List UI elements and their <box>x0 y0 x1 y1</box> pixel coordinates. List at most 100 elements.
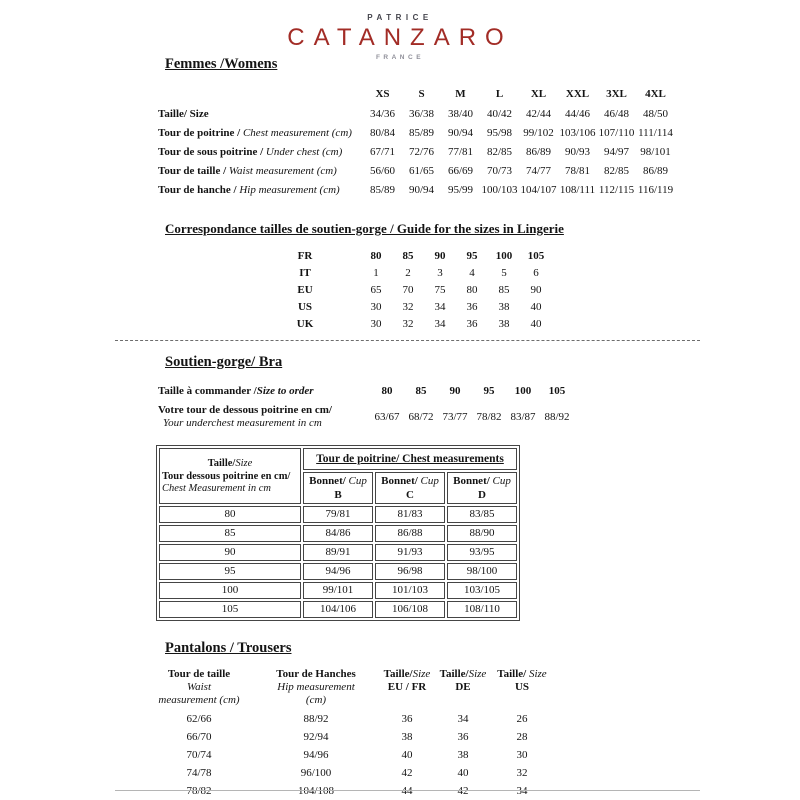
measurement-value: 100/103 <box>481 184 518 196</box>
trousers-size-table: Tour de taille Waist measurement (cm) Tour… <box>143 668 555 800</box>
bra-grid-data-row: 90 89/91 91/93 93/95 <box>159 544 517 561</box>
measurement-value: 107/110 <box>598 127 635 139</box>
measurement-value: 90/94 <box>447 127 474 139</box>
cup-measurement-value: 101/103 <box>375 582 445 599</box>
cup-measurement-value: 89/91 <box>303 544 373 561</box>
bra-underchest-value: 73/77 <box>442 411 468 423</box>
measurement-label: Tour de sous poitrine / Under chest (cm) <box>158 143 363 162</box>
bra-underchest-value: 83/87 <box>510 411 536 423</box>
measurement-label-en: Chest measurement (cm) <box>242 127 352 139</box>
bra-grid-cup-row: Bonnet/ Cup B Bonnet/ Cup C Bonnet/ Cup D <box>159 472 517 504</box>
bra-cup-table: Taille/Size Tour dessous poitrine en cm/… <box>156 445 520 621</box>
bra-underchest-label-en: Your underchest measurement in cm <box>163 417 322 429</box>
measurement-value: 98/101 <box>640 146 671 158</box>
womens-section-heading: Femmes /Womens <box>165 56 278 72</box>
trousers-size-value: 34 <box>516 785 528 797</box>
bra-underchest-value: 68/72 <box>408 411 434 423</box>
measurement-value: 85/89 <box>369 184 396 196</box>
bra-underchest-row: Votre tour de dessous poitrine en cm/You… <box>158 402 574 432</box>
trousers-size-value: 40 <box>457 767 469 779</box>
lingerie-size-value: 80 <box>370 250 382 262</box>
trousers-data-row: 62/66 88/92 36 34 26 <box>143 707 555 728</box>
lingerie-size-value: 38 <box>498 301 510 313</box>
bra-band-size: 95 <box>159 563 301 580</box>
measurement-value: 99/102 <box>523 127 554 139</box>
trousers-size-value: 28 <box>516 731 528 743</box>
measurement-label: Tour de hanche / Hip measurement (cm) <box>158 181 363 200</box>
trousers-size-value: 74/78 <box>186 767 212 779</box>
bra-order-size: 80 <box>381 385 393 397</box>
measurement-label-en: Waist measurement (cm) <box>228 165 337 177</box>
trousers-size-value: 62/66 <box>186 713 212 725</box>
size-column-header: XL <box>530 88 547 100</box>
measurement-value: 85/89 <box>408 127 435 139</box>
lingerie-size-value: 90 <box>530 284 542 296</box>
measurement-label: Tour de taille / Waist measurement (cm) <box>158 162 363 181</box>
measurement-value: 44/46 <box>564 108 591 120</box>
logo-catanzaro-text: CATANZARO <box>287 24 513 51</box>
trousers-data-row: 70/74 94/96 40 38 30 <box>143 746 555 764</box>
trousers-size-value: 36 <box>457 731 469 743</box>
measurement-value: 95/98 <box>486 127 513 139</box>
region-label: EU <box>297 284 313 296</box>
lingerie-size-value: 75 <box>434 284 446 296</box>
bra-band-size: 100 <box>159 582 301 599</box>
region-label: UK <box>296 318 314 330</box>
bra-section-heading: Soutien-gorge/ Bra <box>165 354 283 370</box>
empty-corner-cell <box>158 84 363 105</box>
womens-header-row: XS S M L XL XXL 3XL 4XL <box>158 84 675 105</box>
region-label: FR <box>297 250 313 262</box>
cup-measurement-value: 106/108 <box>375 601 445 618</box>
bra-grid-data-row: 85 84/86 86/88 88/90 <box>159 525 517 542</box>
measurement-value: 48/50 <box>642 108 669 120</box>
bra-order-size: 100 <box>514 385 532 397</box>
cup-column-header: Bonnet/ Cup C <box>375 472 445 504</box>
logo-france-text: FRANCE <box>375 54 425 61</box>
trousers-size-value: 96/100 <box>300 767 332 779</box>
cup-measurement-value: 98/100 <box>447 563 517 580</box>
trousers-data-row: 78/82 104/108 44 42 34 <box>143 782 555 800</box>
trousers-size-value: 42 <box>401 767 413 779</box>
size-column-header: L <box>495 88 504 100</box>
bra-underchest-label: Votre tour de dessous poitrine en cm/You… <box>158 402 370 432</box>
cup-measurement-value: 93/95 <box>447 544 517 561</box>
womens-size-table: XS S M L XL XXL 3XL 4XL Taille/ Size 34/36 36/38… <box>158 84 675 200</box>
trousers-size-value: 88/92 <box>303 713 329 725</box>
trousers-size-value: 32 <box>516 767 528 779</box>
lingerie-size-value: 4 <box>469 267 475 279</box>
measurement-label-fr: Tour de poitrine / <box>158 127 241 139</box>
bra-grid-data-row: 105 104/106 106/108 108/110 <box>159 601 517 618</box>
measurement-value: 80/84 <box>369 127 396 139</box>
bra-grid-size-header: Taille/Size Tour dessous poitrine en cm/… <box>159 448 301 504</box>
trousers-size-value: 66/70 <box>186 731 212 743</box>
cup-measurement-value: 79/81 <box>303 506 373 523</box>
measurement-value: 116/119 <box>637 184 674 196</box>
lingerie-conversion-row: US 30 32 34 36 38 40 <box>250 299 552 316</box>
measurement-label-fr: Tour de hanche / <box>158 184 237 196</box>
measurement-value: 112/115 <box>598 184 635 196</box>
trousers-size-value: 26 <box>516 713 528 725</box>
measurement-value: 46/48 <box>603 108 630 120</box>
lingerie-size-value: 95 <box>466 250 478 262</box>
lingerie-size-value: 34 <box>434 301 446 313</box>
measurement-value: 74/77 <box>525 165 552 177</box>
measurement-value: 56/60 <box>369 165 396 177</box>
lingerie-size-value: 40 <box>530 318 542 330</box>
bra-band-size: 90 <box>159 544 301 561</box>
trousers-size-value: 34 <box>457 713 469 725</box>
bra-order-size: 85 <box>415 385 427 397</box>
lingerie-conversion-row: IT 1 2 3 4 5 6 <box>250 265 552 282</box>
trousers-size-value: 78/82 <box>186 785 212 797</box>
measurement-label: Tour de poitrine / Chest measurement (cm… <box>158 124 363 143</box>
bra-order-table: Taille à commander /Size to order 80 85 90… <box>158 380 574 432</box>
measurement-value: 66/69 <box>447 165 474 177</box>
size-column-header: XXL <box>565 88 590 100</box>
bra-grid-size-subtitle-fr: Tour dessous poitrine en cm/ <box>162 471 291 482</box>
bra-grid-size-subtitle-en: Chest Measurement in cm <box>162 483 271 494</box>
measurement-value: 78/81 <box>564 165 591 177</box>
bra-underchest-value: 63/67 <box>374 411 400 423</box>
womens-measurement-row: Tour de sous poitrine / Under chest (cm)… <box>158 143 675 162</box>
cup-measurement-value: 83/85 <box>447 506 517 523</box>
